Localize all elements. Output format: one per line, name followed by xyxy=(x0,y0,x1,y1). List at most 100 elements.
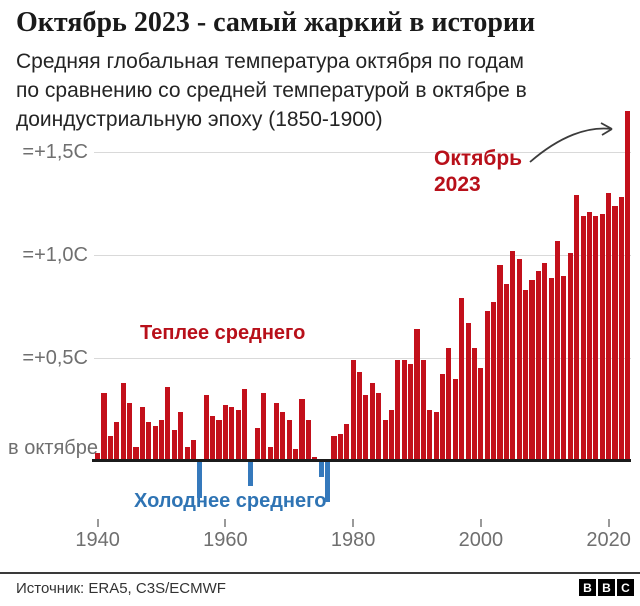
x-tick-2000 xyxy=(479,519,482,527)
bar-1962 xyxy=(235,409,241,462)
bar-1957 xyxy=(203,395,209,462)
bar-1952 xyxy=(171,430,177,462)
bar-1966 xyxy=(261,393,267,462)
x-tick-2020 xyxy=(607,519,610,527)
bar-2012 xyxy=(554,240,561,462)
bar-2003 xyxy=(497,265,503,462)
subtitle-line-1: Средняя глобальная температура октября п… xyxy=(16,50,524,73)
bar-1961 xyxy=(229,407,235,462)
bar-1958 xyxy=(210,415,216,462)
bar-1994 xyxy=(439,374,446,462)
zero-baseline xyxy=(92,459,631,462)
bar-1943 xyxy=(114,421,120,462)
bar-1993 xyxy=(433,411,439,462)
bar-2015 xyxy=(574,195,580,462)
bar-2021 xyxy=(612,205,618,462)
bar-2005 xyxy=(510,250,516,462)
footer-divider xyxy=(0,572,640,574)
bar-1989 xyxy=(408,364,414,462)
bbc-logo: B B C xyxy=(579,579,634,596)
bar-1941 xyxy=(101,393,107,462)
bar-1982 xyxy=(363,395,369,462)
bar-1970 xyxy=(286,419,292,462)
bar-1986 xyxy=(388,409,394,462)
bar-2017 xyxy=(586,211,592,462)
y-axis-label-1-5: =+1,5C xyxy=(22,141,88,163)
source-caption: Источник: ERA5, C3S/ECMWF xyxy=(16,580,226,597)
bar-1942 xyxy=(107,436,113,462)
subtitle-line-2: по сравнению со средней температурой в о… xyxy=(16,79,527,102)
warmer-than-average-label: Теплее среднего xyxy=(140,322,306,344)
bar-1965 xyxy=(254,428,260,462)
bar-1995 xyxy=(446,347,452,462)
bar-1990 xyxy=(414,329,420,462)
bar-2010 xyxy=(542,263,548,462)
bar-1954 xyxy=(184,446,190,462)
page-title: Октябрь 2023 - самый жаркий в истории xyxy=(16,7,536,38)
bar-2013 xyxy=(561,275,567,462)
bar-2014 xyxy=(567,252,573,462)
bar-2009 xyxy=(535,271,541,462)
bar-2001 xyxy=(484,310,490,462)
bar-1956 xyxy=(197,461,203,499)
bbc-logo-letter-b2: B xyxy=(598,579,615,596)
x-tick-1980 xyxy=(352,519,355,527)
x-tick-label-1980: 1980 xyxy=(330,529,376,551)
bar-1977 xyxy=(331,436,337,462)
bbc-logo-letter-c: C xyxy=(617,579,634,596)
bar-2002 xyxy=(491,302,497,462)
y-axis-label-1-0: =+1,0C xyxy=(22,244,88,266)
bar-1947 xyxy=(139,407,145,462)
bar-1953 xyxy=(178,411,184,462)
bar-2020 xyxy=(606,193,612,462)
bar-2016 xyxy=(580,215,586,462)
x-tick-label-1960: 1960 xyxy=(203,529,248,551)
bar-1963 xyxy=(242,388,248,462)
y-axis-baseline-label: в октябре xyxy=(8,437,98,459)
bar-1991 xyxy=(420,360,426,462)
bar-1950 xyxy=(158,419,165,462)
bar-2019 xyxy=(599,213,605,462)
bar-1980 xyxy=(350,360,356,462)
bar-1949 xyxy=(152,425,158,462)
bar-1945 xyxy=(127,403,133,462)
colder-than-average-label: Холоднее среднего xyxy=(134,490,327,512)
bar-1951 xyxy=(165,386,171,462)
bar-1960 xyxy=(222,405,228,462)
bar-1981 xyxy=(356,372,363,462)
bar-2023 xyxy=(625,110,631,462)
bar-1940 xyxy=(95,452,101,462)
bar-1959 xyxy=(216,419,222,462)
bar-2022 xyxy=(618,197,624,462)
bar-1948 xyxy=(146,421,152,462)
bar-1998 xyxy=(465,322,471,462)
x-tick-1960 xyxy=(224,519,227,527)
bar-1984 xyxy=(376,393,382,462)
bar-1967 xyxy=(267,446,273,462)
bar-2007 xyxy=(523,290,529,462)
bar-1979 xyxy=(344,423,350,462)
bar-1992 xyxy=(427,409,433,462)
bar-1988 xyxy=(401,360,407,462)
gridline-0,5 xyxy=(94,358,631,359)
curved-arrow-icon xyxy=(529,122,613,163)
y-axis-label-0-5: =+0,5C xyxy=(22,347,88,369)
subtitle-line-3: доиндустриальную эпоху (1850-1900) xyxy=(16,108,383,131)
bar-1976 xyxy=(325,461,331,503)
bar-1972 xyxy=(299,399,305,462)
bar-1997 xyxy=(459,298,465,462)
x-tick-1940 xyxy=(96,519,99,527)
bar-1969 xyxy=(280,411,286,462)
bar-1987 xyxy=(395,360,401,462)
bar-1955 xyxy=(190,440,196,462)
bar-1985 xyxy=(382,419,388,462)
x-tick-label-1940: 1940 xyxy=(75,529,120,551)
bar-1978 xyxy=(337,434,343,462)
october-2023-annotation: Октябрь 2023 xyxy=(434,147,523,196)
bar-1946 xyxy=(133,446,139,462)
bar-1999 xyxy=(471,347,478,462)
gridline-1,0 xyxy=(94,255,631,256)
bar-2004 xyxy=(503,283,509,462)
bar-2011 xyxy=(548,277,554,462)
